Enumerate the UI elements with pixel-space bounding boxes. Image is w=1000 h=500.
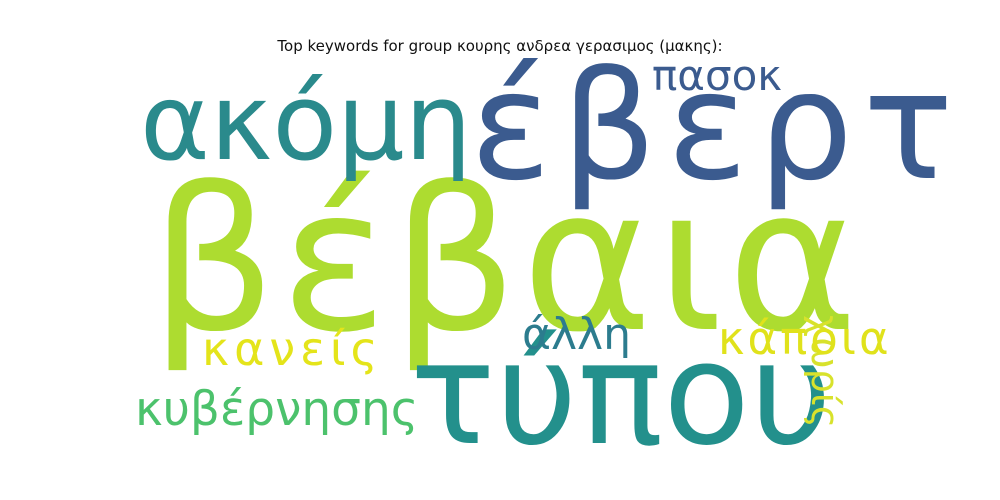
word-kapoia: κάποια: [718, 312, 892, 365]
word-akomi: ακόμη: [140, 61, 472, 184]
word-vevaia: βέβαια: [150, 145, 862, 376]
word-kyvernisis: κυβέρνησης: [135, 382, 419, 437]
word-typou: τύπου: [410, 312, 833, 477]
word-kaneis: κανείς: [202, 322, 383, 376]
word-evert: έβερτ: [470, 40, 964, 214]
figure-title: Top keywords for group κουρης ανδρεα γερ…: [277, 37, 723, 55]
word-pasok: πασοκ: [652, 51, 783, 100]
word-alli: άλλη: [522, 309, 631, 360]
